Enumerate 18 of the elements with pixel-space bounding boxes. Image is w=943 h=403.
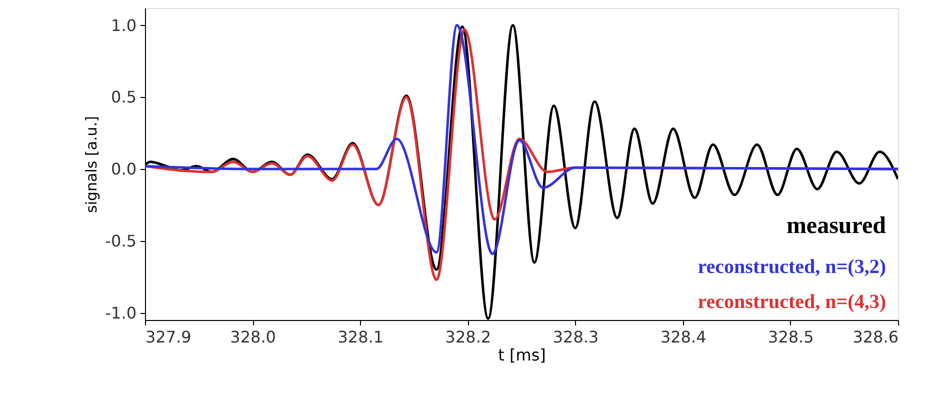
x-axis-title: t [ms]	[498, 346, 546, 364]
x-tick-label: 328.4	[660, 328, 706, 346]
text: reconstructed, n=(4,3)	[698, 291, 886, 313]
text: reconstructed, n=(3,2)	[698, 256, 886, 278]
series-label: measured	[786, 213, 887, 239]
x-tick-label: 328.5	[768, 328, 814, 346]
x-tick-label: 327.9	[146, 328, 192, 346]
x-tick-label: 328.0	[230, 328, 276, 346]
x-tick-label: 328.1	[338, 328, 384, 346]
y-tick-label: 0.0	[111, 160, 136, 179]
x-tick-label: 328.6	[852, 328, 898, 346]
y-tick-label: -1.0	[105, 303, 136, 322]
y-axis-title: signals [a.u.]	[82, 116, 100, 213]
y-tick-label: 1.0	[111, 16, 136, 35]
x-tick-label: 328.2	[445, 328, 492, 346]
x-tick-label: 328.3	[552, 328, 599, 346]
y-tick-label: -0.5	[105, 231, 136, 250]
y-tick-label: 0.5	[111, 88, 136, 107]
